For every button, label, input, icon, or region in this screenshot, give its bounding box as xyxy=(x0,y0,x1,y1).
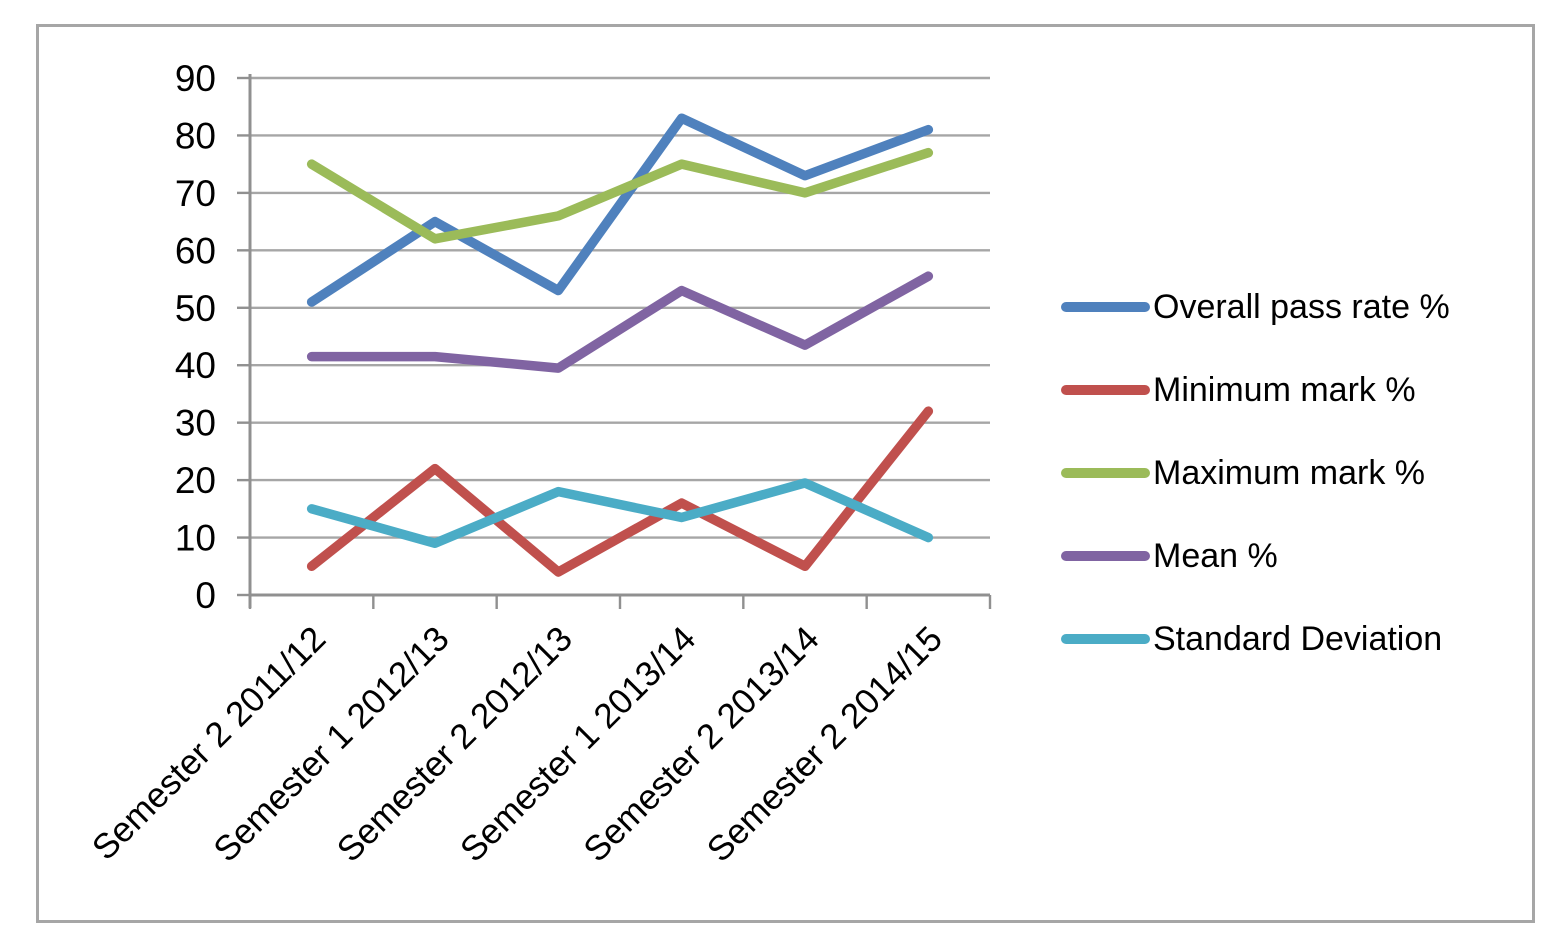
y-tick-label: 70 xyxy=(175,173,216,214)
y-tick-label: 90 xyxy=(175,58,216,99)
x-category-label: Semester 1 2013/14 xyxy=(453,619,703,869)
y-tick-label: 60 xyxy=(175,230,216,271)
series-line-minimum-mark xyxy=(306,406,934,577)
y-tick-label: 0 xyxy=(195,575,216,616)
x-category-label: Semester 2 2012/13 xyxy=(330,619,580,869)
y-tick-label: 40 xyxy=(175,345,216,386)
x-category-label: Semester 2 2014/15 xyxy=(700,619,950,869)
y-tick-label: 50 xyxy=(175,288,216,329)
y-tick-label: 10 xyxy=(175,518,216,559)
series-line-overall-pass-rate xyxy=(306,113,934,307)
y-tick-label: 30 xyxy=(175,403,216,444)
x-category-label: Semester 1 2012/13 xyxy=(206,619,456,869)
chart-frame-border xyxy=(36,24,1535,923)
series-line-mean xyxy=(306,271,934,373)
x-category-label: Semester 2 2013/14 xyxy=(576,619,826,869)
series-line-maximum-mark xyxy=(306,147,934,244)
series-line-standard-deviation xyxy=(306,478,934,549)
y-tick-label: 20 xyxy=(175,460,216,501)
y-tick-label: 80 xyxy=(175,115,216,156)
x-category-label: Semester 2 2011/12 xyxy=(85,619,334,868)
